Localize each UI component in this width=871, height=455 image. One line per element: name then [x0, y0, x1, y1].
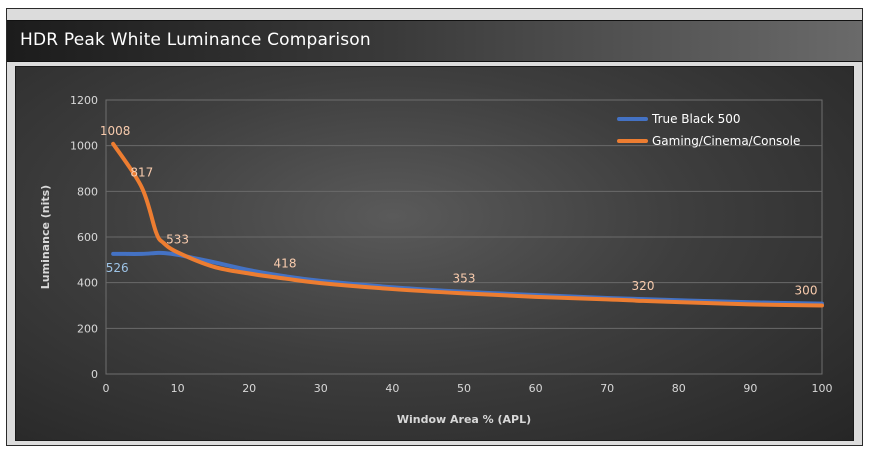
- x-tick-label: 40: [385, 382, 399, 395]
- data-label: 320: [632, 279, 655, 293]
- x-tick-label: 0: [103, 382, 110, 395]
- x-tick-label: 80: [672, 382, 686, 395]
- y-tick-label: 0: [91, 368, 98, 381]
- x-tick-label: 10: [171, 382, 185, 395]
- page-title: HDR Peak White Luminance Comparison: [20, 30, 371, 50]
- x-tick-label: 50: [457, 382, 471, 395]
- title-bar: HDR Peak White Luminance Comparison: [7, 20, 862, 62]
- x-tick-label: 70: [600, 382, 614, 395]
- y-axis-title: Luminance (nits): [39, 185, 52, 289]
- legend-entry: Gaming/Cinema/Console: [652, 134, 800, 148]
- y-tick-label: 600: [77, 231, 98, 244]
- x-axis-title: Window Area % (APL): [397, 413, 531, 426]
- line-chart: 0 200 400 600 800 1000 1200 0 10 20 30 40 50 60 70 80 90…: [39, 94, 833, 426]
- x-tick-label: 90: [743, 382, 757, 395]
- data-label: 817: [130, 165, 153, 179]
- y-tick-label: 400: [77, 277, 98, 290]
- chart-frame: HDR Peak White Luminance Comparison 0 200…: [6, 8, 863, 446]
- data-label: 1008: [100, 124, 131, 138]
- y-tick-label: 1000: [70, 140, 98, 153]
- data-label: 533: [166, 232, 189, 246]
- x-tick-label: 60: [529, 382, 543, 395]
- data-label: 353: [453, 271, 476, 285]
- legend-entry: True Black 500: [651, 112, 741, 126]
- series-line-1: [111, 141, 824, 308]
- y-tick-label: 800: [77, 185, 98, 198]
- data-label: 418: [274, 257, 297, 271]
- y-tick-label: 1200: [70, 94, 98, 107]
- x-tick-label: 20: [242, 382, 256, 395]
- chart-panel: 0 200 400 600 800 1000 1200 0 10 20 30 40 50 60 70 80 90…: [15, 66, 854, 441]
- x-tick-label: 100: [812, 382, 833, 395]
- data-label: 300: [795, 284, 818, 298]
- data-label: 526: [106, 261, 129, 275]
- y-tick-label: 200: [77, 322, 98, 335]
- x-tick-label: 30: [314, 382, 328, 395]
